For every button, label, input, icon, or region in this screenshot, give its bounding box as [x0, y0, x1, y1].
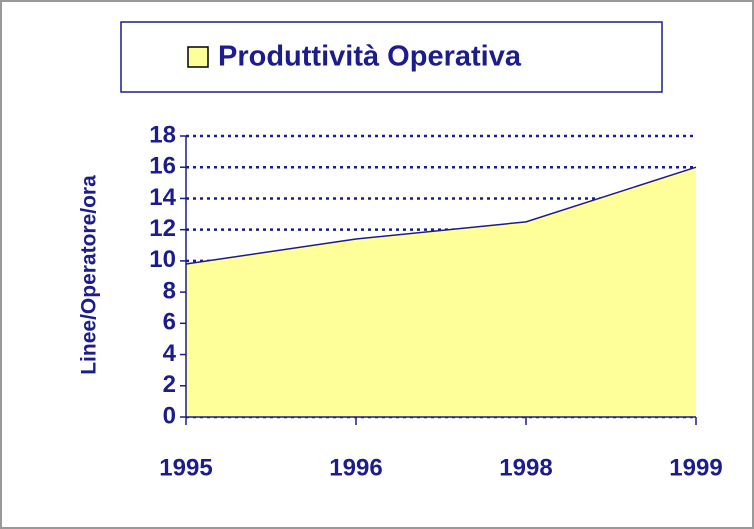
y-axis-label: Linee/Operatore/ora — [78, 175, 101, 375]
y-tick-label: 14 — [149, 184, 176, 211]
y-tick-label: 10 — [149, 246, 176, 273]
y-tick-label: 4 — [163, 340, 177, 367]
legend-box — [120, 21, 663, 93]
area — [186, 167, 696, 417]
y-tick-label: 6 — [163, 309, 176, 336]
y-tick-label: 2 — [163, 371, 176, 398]
legend-swatch — [187, 46, 209, 68]
legend-label: Produttività Operativa — [218, 41, 522, 73]
area-line — [185, 166, 697, 265]
x-tick-label: 1996 — [329, 454, 382, 481]
x-tick-label: 1995 — [159, 454, 212, 481]
y-tick-label: 18 — [149, 121, 176, 148]
y-tick-label: 12 — [149, 215, 176, 242]
x-tick-label: 1998 — [499, 454, 552, 481]
y-tick-label: 8 — [163, 277, 176, 304]
y-tick-label: 0 — [163, 402, 176, 429]
x-tick-label: 1999 — [669, 454, 722, 481]
y-tick-label: 16 — [149, 153, 176, 180]
